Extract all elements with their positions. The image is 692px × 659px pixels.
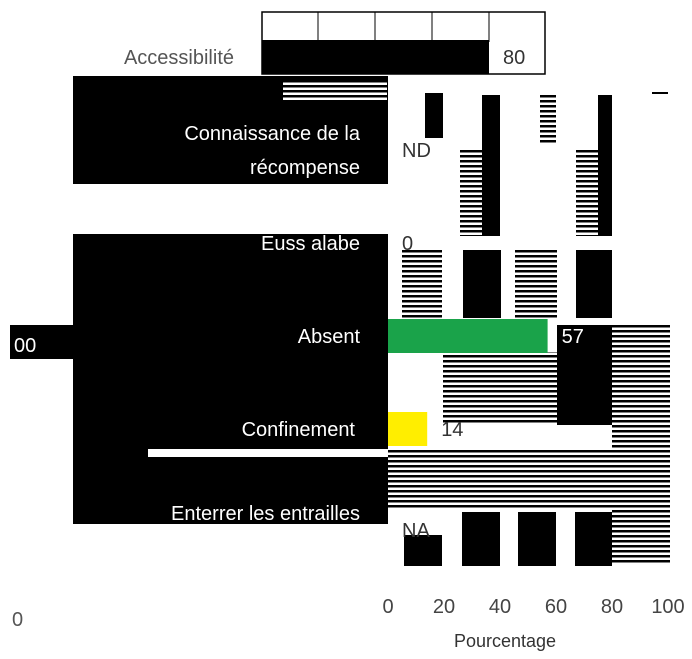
bars-group [262,40,548,446]
side-label-top: 00 [14,335,36,357]
x-tick-label-40: 40 [489,596,511,618]
x-tick-label-0: 0 [382,596,393,618]
value-labels-group: 80 ND 0 57 14 NA [402,47,584,542]
category-label-6: Enterrer les entrailles de poisson [171,503,360,559]
category-label-4: Absent [298,326,361,348]
category-label-3: Euss alabe [261,233,360,255]
category-label-5: Confinement [242,419,356,441]
value-label-1: 80 [503,47,525,69]
value-label-3: 0 [402,233,413,255]
x-tick-labels-group: 0 20 40 60 80 100 [382,596,684,618]
x-tick-label-60: 60 [545,596,567,618]
category-labels-group: Accessibilité Connaissance de la récompens… [124,47,361,559]
x-tick-label-20: 20 [433,596,455,618]
side-label-bottom: 0 [12,609,23,631]
value-label-5: 14 [441,419,463,441]
x-tick-label-100: 100 [651,596,684,618]
x-tick-label-80: 80 [601,596,623,618]
value-label-6: NA [402,520,430,542]
x-axis-title: Pourcentage [454,631,556,651]
category-label-1: Accessibilité [124,47,234,69]
bar-4 [388,319,548,353]
decorative-background [10,11,670,566]
value-label-4: 57 [562,326,584,348]
bar-5 [388,412,428,446]
value-label-2: ND [402,140,431,162]
category-label-2: Connaissance de la récompense [184,123,361,179]
bar-1 [262,40,489,74]
